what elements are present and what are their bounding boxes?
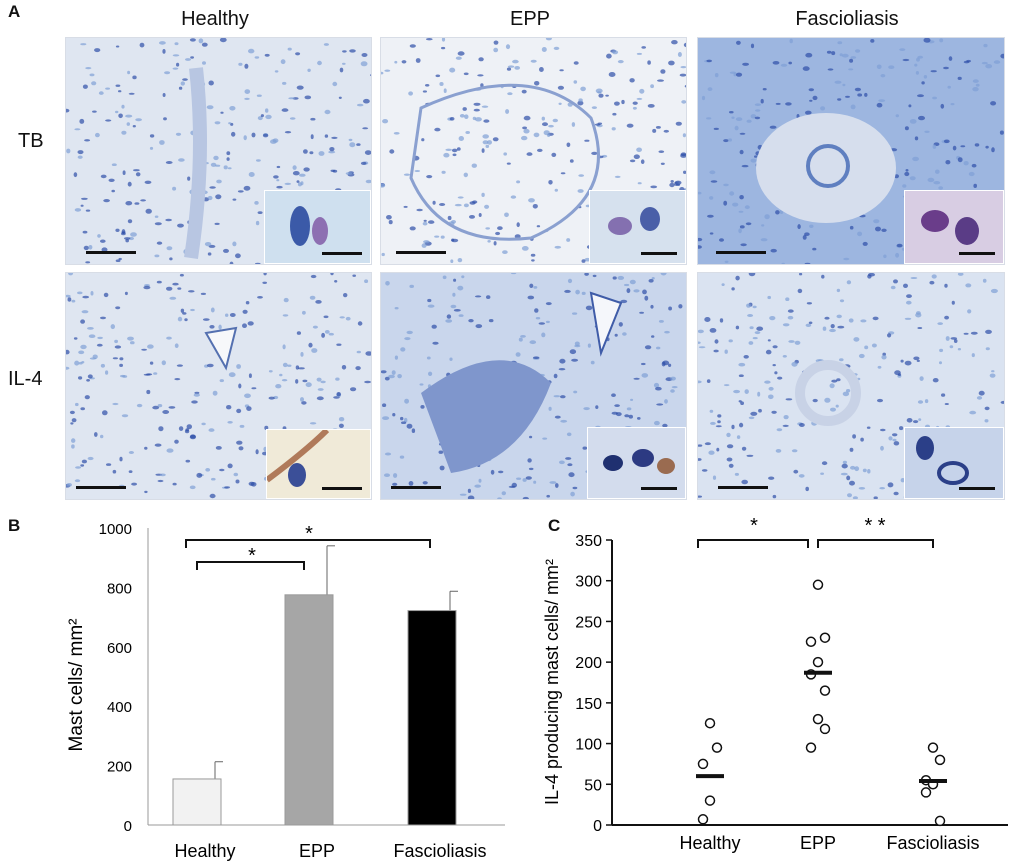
x-tick-label: EPP [299,841,335,861]
data-point [819,632,831,643]
scale-bar [718,486,768,489]
panel-c-letter: C [548,516,561,535]
scale-bar [86,251,136,254]
inset-magnified [587,427,686,499]
significance-bracket [697,539,809,548]
y-tick-label: 150 [575,696,602,713]
inset-magnified [266,429,371,499]
y-tick-label: 0 [124,818,132,835]
significance-star: * [248,545,256,567]
bar-chart: Mast cells/ mm² 0 200 400 600 800 1000 Health… [66,521,505,861]
scale-bar [396,251,446,254]
micrograph-tb-fascioliasis [697,37,1005,265]
scale-bar [76,486,126,489]
data-point [819,723,831,735]
x-tick-label: EPP [800,833,836,853]
y-tick-label: 800 [107,580,132,597]
data-point [934,815,946,827]
micrograph-il4-healthy [65,272,372,500]
data-point [805,636,817,648]
column-header-healthy: Healthy [181,8,249,30]
y-tick-label: 1000 [99,521,132,538]
data-point [704,717,716,729]
y-tick-label: 200 [107,759,132,776]
bar-healthy [172,778,222,826]
x-tick-label: Fascioliasis [886,833,979,853]
data-point [920,787,932,798]
y-axis-label: Mast cells/ mm² [66,619,87,752]
y-tick-label: 200 [575,655,602,672]
data-point [697,814,709,825]
inset-magnified [904,190,1004,264]
data-point [819,685,831,696]
row-header-tb: TB [18,130,44,152]
data-point [711,742,723,753]
dot-plot: IL-4 producing mast cells/ mm² 0 50 100 150… [542,515,1008,853]
significance-star: * [305,523,313,545]
data-point [805,742,817,753]
data-point [812,713,824,725]
micrograph-tb-epp [380,37,687,265]
y-tick-label: 0 [593,818,602,835]
panel-b-letter: B [8,516,21,535]
significance-bracket [196,561,305,570]
y-tick-label: 350 [575,533,602,550]
y-tick-label: 250 [575,614,602,631]
significance-bracket [185,539,431,548]
inset-magnified [264,190,371,264]
significance-star: * * [864,515,885,537]
micrograph-il4-epp [380,272,687,500]
panel-a-letter: A [8,2,21,21]
data-point [812,656,824,668]
micrograph-tb-healthy [65,37,372,265]
scale-bar [716,251,766,254]
data-point [812,579,824,591]
column-header-epp: EPP [509,8,551,30]
data-point [697,758,709,770]
y-tick-label: 50 [584,777,602,794]
inset-magnified [904,427,1004,499]
y-tick-label: 600 [107,640,132,657]
column-header-fascioliasis: Fascioliasis [795,8,899,30]
row-header-il4: IL-4 [8,368,43,390]
x-tick-label: Healthy [679,833,740,853]
micrograph-il4-fascioliasis [697,272,1005,500]
significance-star: * [750,515,758,537]
y-tick-label: 300 [575,574,602,591]
y-tick-label: 100 [575,737,602,754]
scale-bar [391,486,441,489]
y-tick-label: 400 [107,699,132,716]
bar-epp [284,594,334,826]
bar-fascioliasis [407,610,457,826]
inset-magnified [589,190,686,264]
data-point [927,742,939,753]
significance-bracket [817,539,934,548]
y-axis-label: IL-4 producing mast cells/ mm² [542,559,562,805]
data-point [934,754,946,766]
data-point [704,795,716,806]
x-tick-label: Fascioliasis [393,841,486,861]
x-tick-label: Healthy [174,841,235,861]
